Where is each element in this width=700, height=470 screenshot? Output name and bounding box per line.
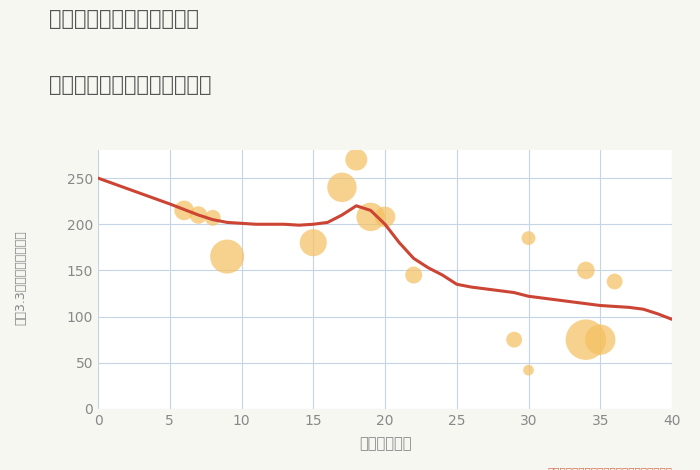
Point (523, 235, 534, 242)
Point (351, 156, 362, 164)
Point (509, 336, 520, 344)
Point (365, 213, 377, 220)
Text: 神奈川県横浜市中区常盤町: 神奈川県横浜市中区常盤町 (49, 9, 199, 30)
Text: 円の大きさは、取引のあった物件面積を示す: 円の大きさは、取引のあった物件面積を示す (547, 466, 672, 470)
Point (595, 336, 606, 344)
Point (408, 271, 419, 279)
Point (609, 278, 620, 285)
Point (193, 212, 204, 219)
Point (580, 266, 592, 274)
Point (178, 207, 190, 214)
Point (379, 213, 391, 220)
Text: 坪（3.3㎡）単価（万円）: 坪（3.3㎡）単価（万円） (15, 230, 27, 325)
Point (580, 336, 592, 344)
Point (207, 214, 218, 221)
Point (523, 367, 534, 374)
Point (222, 253, 233, 260)
Text: 築年数別中古マンション価格: 築年数別中古マンション価格 (49, 75, 211, 95)
Point (337, 184, 348, 191)
X-axis label: 築年数（年）: 築年数（年） (358, 436, 412, 451)
Point (308, 239, 319, 246)
